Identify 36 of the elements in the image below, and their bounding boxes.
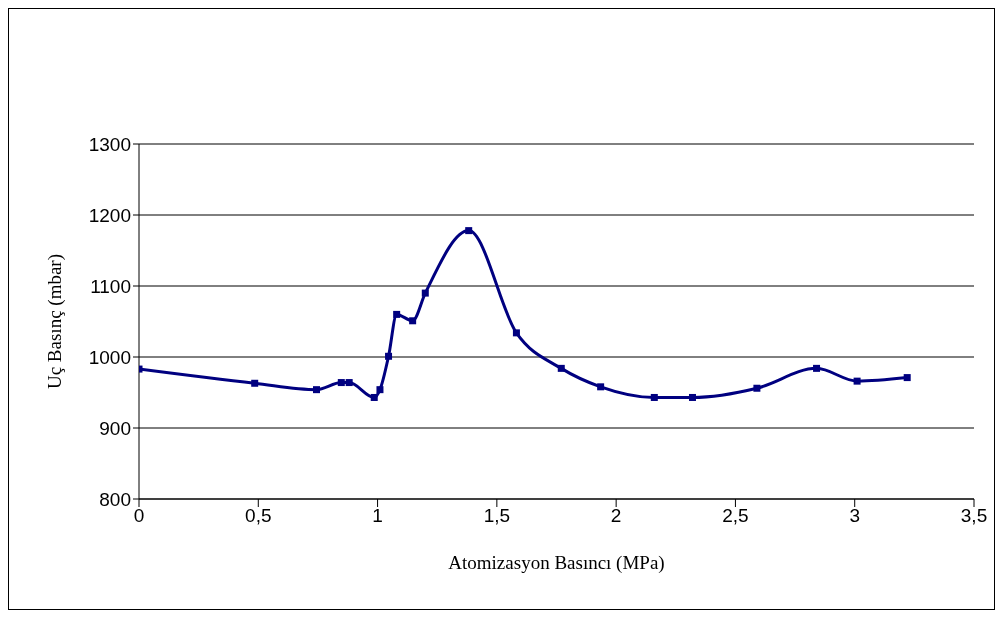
x-tick-label: 0,5 (245, 505, 272, 527)
y-axis-title: Uç Basınç (mbar) (43, 253, 66, 390)
point (393, 310, 401, 318)
point (597, 383, 605, 391)
x-tick-label: 1,5 (483, 505, 511, 527)
y-tick-label: 900 (99, 417, 131, 439)
x-tick-label: 1 (372, 505, 383, 527)
y-tick-label: 1000 (88, 346, 131, 368)
point (512, 329, 520, 337)
point (421, 289, 429, 297)
point (345, 379, 353, 387)
point (688, 393, 696, 401)
point (313, 386, 320, 394)
point (753, 384, 761, 392)
point (385, 352, 393, 360)
y-tick-label: 1200 (88, 204, 131, 226)
point (251, 379, 259, 387)
point (903, 374, 911, 382)
point (370, 393, 378, 401)
point (853, 377, 861, 385)
y-tick-label: 1300 (88, 133, 131, 155)
point (376, 386, 384, 394)
point (337, 379, 345, 387)
x-tick-label: 0 (133, 505, 145, 527)
point (813, 364, 821, 372)
x-axis-title: Atomizasyon Basıncı (MPa) (448, 552, 665, 574)
y-tick-label: 1100 (90, 275, 131, 297)
x-tick-label: 3,5 (960, 505, 988, 527)
x-tick-label: 2 (610, 505, 622, 527)
point (465, 227, 473, 235)
y-tick-label: 800 (99, 488, 131, 510)
point (557, 364, 565, 372)
point (650, 393, 658, 401)
point (409, 317, 417, 325)
x-tick-label: 2,5 (722, 505, 749, 527)
x-tick-label: 3 (849, 505, 860, 527)
